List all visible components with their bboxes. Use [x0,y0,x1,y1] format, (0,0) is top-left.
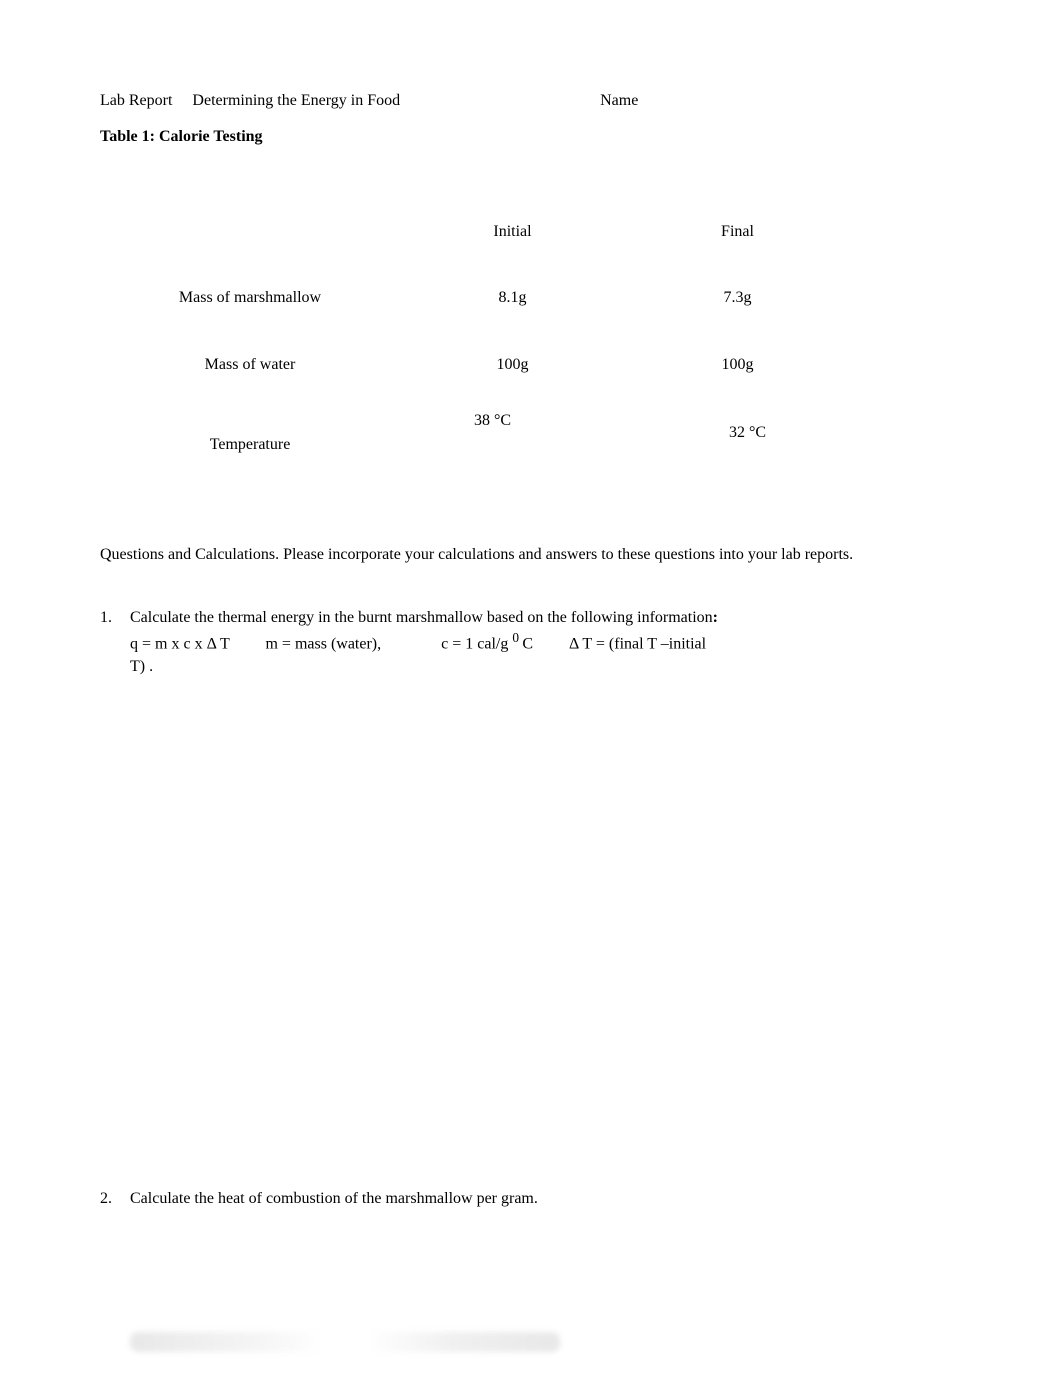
table-row: Mass of marshmallow 8.1g 7.3g [100,265,850,331]
q1-eq-c-post: C [522,635,533,652]
row-label-temperature: Temperature [210,436,291,453]
table-row: Temperature 38 °C 32 °C [100,398,850,464]
temperature-final: 32 °C [729,424,766,441]
row-label-marshmallow: Mass of marshmallow [100,265,400,331]
q1-eq-q: q = m x c x Δ T [130,635,229,652]
q1-eq-dt: Δ T = (final T –initial [569,635,706,652]
water-initial: 100g [400,332,625,398]
water-final: 100g [625,332,850,398]
name-label: Name [600,90,638,112]
q1-text-a: Calculate the thermal energy in the burn… [130,609,713,626]
lab-report-label: Lab Report [100,92,172,109]
column-final: Final [625,199,850,265]
header-left: Lab Report Determining the Energy in Foo… [100,90,400,112]
question-body: Calculate the heat of combustion of the … [130,1188,962,1210]
calorie-table: Initial Final Mass of marshmallow 8.1g 7… [100,199,962,465]
question-number: 2. [100,1188,130,1210]
q1-line3: T) . [130,658,153,675]
row-label-water: Mass of water [100,332,400,398]
q1-eq-m: m = mass (water), [265,635,381,652]
column-initial: Initial [400,199,625,265]
lab-title: Determining the Energy in Food [192,92,400,109]
marshmallow-final: 7.3g [625,265,850,331]
blurred-footer [130,1332,560,1352]
question-1: 1. Calculate the thermal energy in the b… [100,607,962,679]
question-2: 2. Calculate the heat of combustion of t… [100,1188,962,1210]
q1-eq-c-pre: c = 1 cal/g [441,635,512,652]
marshmallow-initial: 8.1g [400,265,625,331]
q1-colon: : [713,609,718,626]
q1-eq-c-sup: 0 [512,630,522,645]
instructions-text: Questions and Calculations. Please incor… [100,544,962,566]
table-header-row: Initial Final [100,199,850,265]
table-row: Mass of water 100g 100g [100,332,850,398]
temperature-initial: 38 °C [474,412,511,429]
question-number: 1. [100,607,130,679]
table-heading: Table 1: Calorie Testing [100,126,962,148]
question-body: Calculate the thermal energy in the burn… [130,607,962,679]
